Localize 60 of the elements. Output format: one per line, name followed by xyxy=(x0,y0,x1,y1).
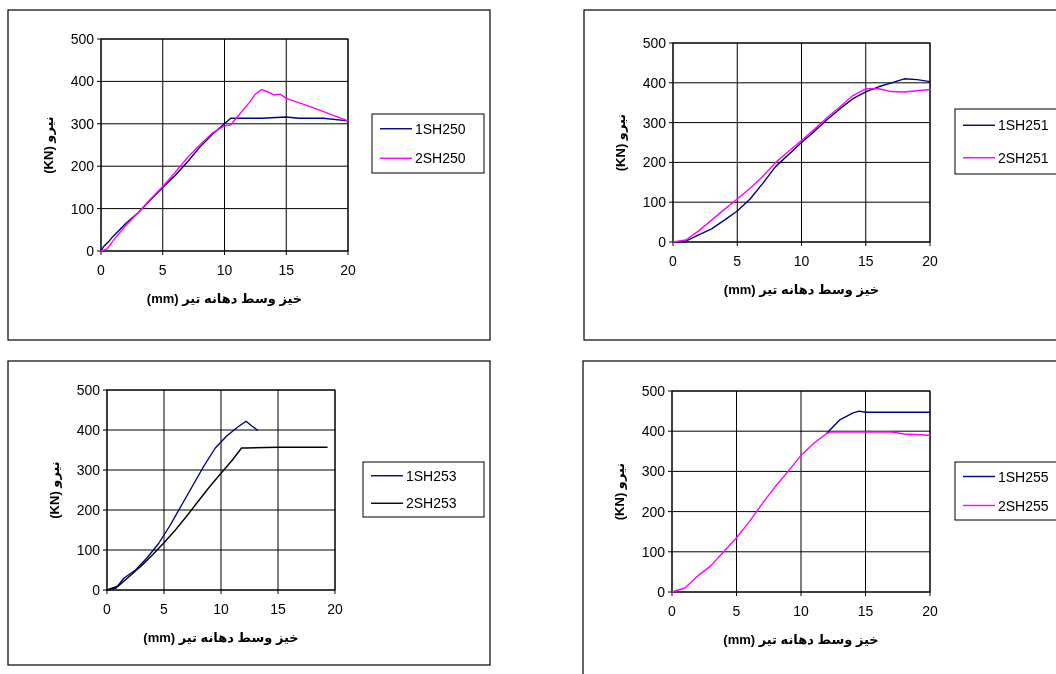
line-series xyxy=(826,410,931,434)
legend-label: 1SH255 xyxy=(998,468,1049,485)
x-tick-label: 15 xyxy=(270,601,286,617)
x-tick-label: 20 xyxy=(922,253,938,269)
y-tick-label: 0 xyxy=(86,243,95,259)
x-tick-label: 10 xyxy=(793,603,809,619)
x-tick-label: 20 xyxy=(340,262,356,278)
legend-label: 2SH253 xyxy=(406,495,457,512)
y-tick-label: 400 xyxy=(76,422,101,438)
x-axis-title: خیز وسط دهانه تیر (mm) xyxy=(723,632,879,647)
x-tick-label: 5 xyxy=(160,601,169,617)
legend-label: 2SH250 xyxy=(415,150,466,167)
x-tick-label: 0 xyxy=(668,603,677,619)
x-axis-title: خیز وسط دهانه تیر (mm) xyxy=(143,630,299,645)
y-tick-label: 100 xyxy=(641,543,666,560)
y-tick-label: 200 xyxy=(70,158,95,175)
y-tick-label: 500 xyxy=(76,382,101,398)
y-axis-title: نیرو (KN) xyxy=(47,461,62,519)
y-axis-title: نیرو (KN) xyxy=(613,113,628,172)
y-tick-label: 300 xyxy=(76,462,101,478)
y-tick-label: 500 xyxy=(642,35,667,51)
y-tick-label: 400 xyxy=(642,74,667,91)
y-tick-label: 100 xyxy=(642,194,667,211)
y-tick-label: 400 xyxy=(70,73,95,90)
x-tick-label: 10 xyxy=(216,262,233,278)
x-tick-label: 20 xyxy=(327,601,343,617)
x-tick-label: 15 xyxy=(857,253,874,269)
y-tick-label: 300 xyxy=(70,115,95,132)
y-tick-label: 0 xyxy=(92,582,101,598)
legend-label: 1SH253 xyxy=(406,467,457,484)
x-tick-label: 0 xyxy=(669,253,678,269)
x-axis-title: خیز وسط دهانه تیر (mm) xyxy=(146,291,303,306)
x-tick-label: 20 xyxy=(922,603,938,619)
legend-label: 1SH250 xyxy=(415,120,466,137)
x-tick-label: 10 xyxy=(793,253,810,269)
x-tick-label: 5 xyxy=(158,262,167,278)
y-tick-label: 400 xyxy=(641,423,666,440)
y-tick-label: 100 xyxy=(76,542,101,558)
x-tick-label: 5 xyxy=(733,253,742,269)
y-axis-title: نیرو (KN) xyxy=(41,116,56,174)
y-tick-label: 200 xyxy=(642,154,667,171)
x-tick-label: 5 xyxy=(732,603,741,619)
y-tick-label: 0 xyxy=(658,234,667,250)
y-tick-label: 0 xyxy=(657,584,666,600)
y-tick-label: 200 xyxy=(641,503,666,520)
y-tick-label: 300 xyxy=(641,463,666,480)
x-tick-label: 15 xyxy=(278,262,295,278)
legend-label: 2SH255 xyxy=(998,497,1049,514)
y-tick-label: 500 xyxy=(70,31,95,47)
y-tick-label: 100 xyxy=(70,200,95,217)
x-tick-label: 10 xyxy=(213,601,229,617)
y-tick-label: 200 xyxy=(76,502,101,518)
x-tick-label: 0 xyxy=(103,601,112,617)
y-tick-label: 500 xyxy=(641,383,666,399)
x-axis-title: خیز وسط دهانه تیر (mm) xyxy=(723,282,880,297)
y-tick-label: 300 xyxy=(642,114,667,131)
y-axis-title: نیرو (KN) xyxy=(612,462,627,521)
legend-label: 2SH251 xyxy=(998,149,1049,166)
x-tick-label: 15 xyxy=(857,603,874,619)
legend-label: 1SH251 xyxy=(998,117,1049,134)
